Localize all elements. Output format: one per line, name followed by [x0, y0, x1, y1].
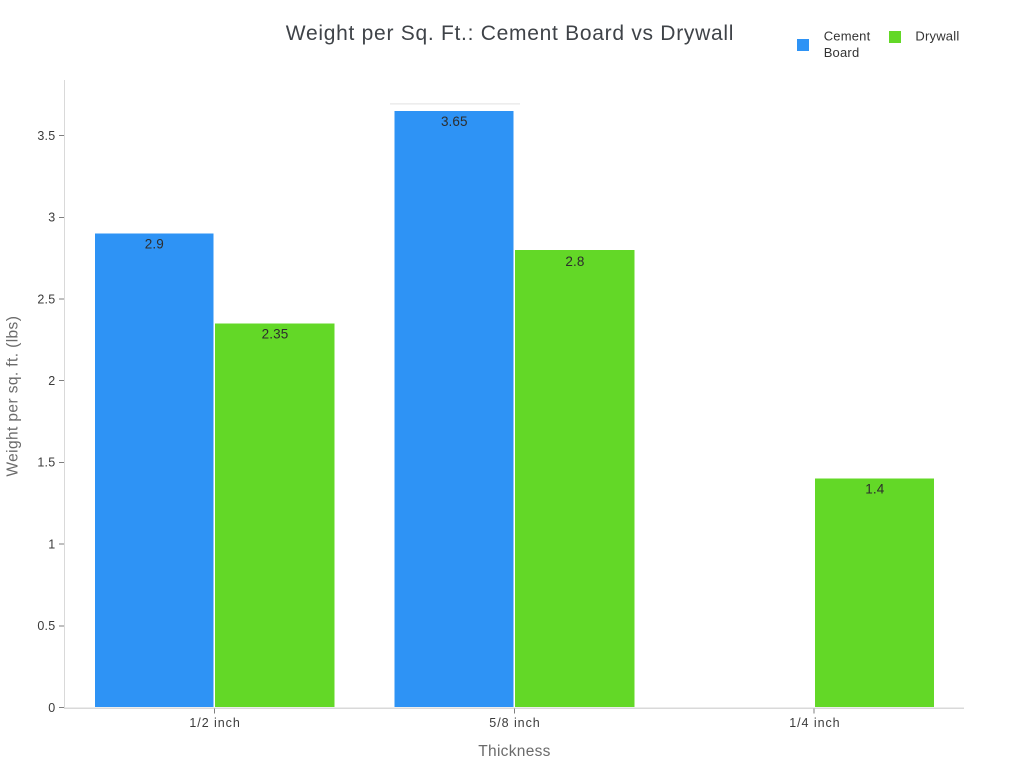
- svg-text:Thickness: Thickness: [478, 743, 550, 760]
- svg-text:2: 2: [48, 374, 55, 388]
- svg-text:1.5: 1.5: [37, 456, 55, 470]
- svg-text:Cement: Cement: [824, 29, 871, 44]
- svg-text:Weight per sq. ft. (lbs): Weight per sq. ft. (lbs): [5, 316, 22, 477]
- svg-text:1/2 inch: 1/2 inch: [189, 716, 240, 730]
- svg-text:1: 1: [48, 537, 55, 551]
- svg-text:3.65: 3.65: [441, 114, 468, 129]
- svg-text:1/4 inch: 1/4 inch: [789, 716, 840, 730]
- svg-text:3: 3: [48, 211, 55, 225]
- svg-text:2.8: 2.8: [565, 254, 584, 269]
- svg-text:Drywall: Drywall: [915, 29, 959, 44]
- svg-text:Weight per Sq. Ft.: Cement Boa: Weight per Sq. Ft.: Cement Board vs Dryw…: [286, 22, 734, 45]
- svg-text:3.5: 3.5: [37, 129, 55, 143]
- svg-text:0: 0: [48, 701, 55, 715]
- svg-text:0.5: 0.5: [37, 619, 55, 633]
- svg-text:1.4: 1.4: [865, 482, 884, 497]
- svg-text:5/8 inch: 5/8 inch: [489, 716, 540, 730]
- svg-text:2.35: 2.35: [262, 326, 289, 341]
- svg-text:2.5: 2.5: [37, 292, 55, 306]
- svg-text:2.9: 2.9: [145, 236, 164, 251]
- svg-text:Board: Board: [824, 45, 860, 60]
